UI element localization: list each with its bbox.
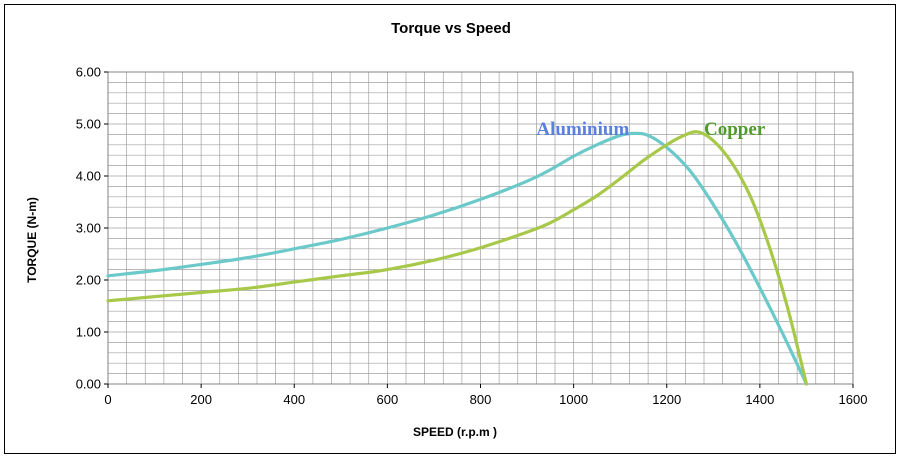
x-tick-label: 0 bbox=[104, 392, 111, 407]
x-tick-label: 1600 bbox=[839, 392, 868, 407]
x-tick-label: 1200 bbox=[652, 392, 681, 407]
torque-speed-chart: Torque vs Speed 0 200 400 600 800 1000 1200 140… bbox=[25, 20, 868, 439]
tick-labels: 0 200 400 600 800 1000 1200 1400 1600 0.00 1.00 2.0… bbox=[76, 65, 868, 408]
y-tick-label: 1.00 bbox=[76, 325, 101, 340]
series-annotations: Aluminium Copper bbox=[536, 119, 765, 140]
y-tick-label: 0.00 bbox=[76, 377, 101, 392]
y-tick-label: 5.00 bbox=[76, 117, 101, 132]
chart-frame: Torque vs Speed 0 200 400 600 800 1000 1200 140… bbox=[4, 4, 896, 454]
y-tick-label: 4.00 bbox=[76, 169, 101, 184]
series-label-copper: Copper bbox=[704, 119, 766, 140]
y-axis-label: TORQUE (N-m) bbox=[25, 197, 39, 283]
chart-title: Torque vs Speed bbox=[391, 20, 511, 37]
x-tick-label: 200 bbox=[190, 392, 212, 407]
series-lines bbox=[106, 130, 809, 386]
y-tick-label: 3.00 bbox=[76, 221, 101, 236]
x-tick-label: 1000 bbox=[559, 392, 588, 407]
series-label-aluminium: Aluminium bbox=[536, 119, 629, 140]
series-line-aluminium bbox=[106, 131, 809, 386]
x-tick-label: 800 bbox=[470, 392, 492, 407]
y-tick-label: 2.00 bbox=[76, 273, 101, 288]
axes bbox=[104, 71, 854, 388]
x-tick-label: 400 bbox=[283, 392, 305, 407]
grid bbox=[107, 71, 854, 385]
x-axis-label: SPEED (r.p.m ) bbox=[413, 425, 497, 439]
x-tick-label: 1400 bbox=[745, 392, 774, 407]
series-line-copper bbox=[106, 130, 809, 386]
x-tick-label: 600 bbox=[377, 392, 399, 407]
y-tick-label: 6.00 bbox=[76, 65, 101, 80]
